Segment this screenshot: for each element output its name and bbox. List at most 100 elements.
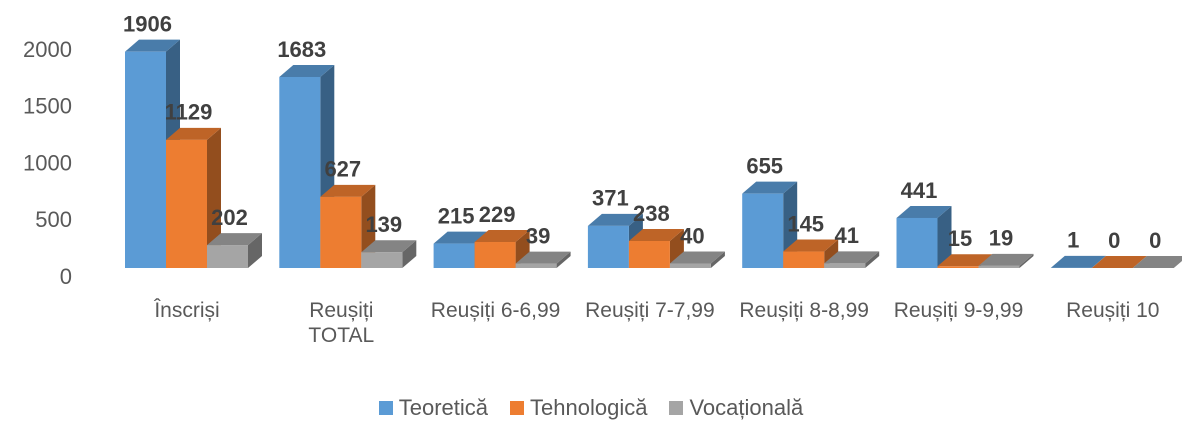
x-tick-label: Reușiți 7-7,99 (585, 299, 715, 322)
bar (783, 239, 839, 268)
bar-front (824, 263, 866, 268)
legend: Teoretică Tehnologică Vocațională (0, 395, 1182, 421)
bar-top (207, 233, 262, 246)
y-tick-label: 500 (35, 207, 72, 232)
bar-top (669, 251, 725, 264)
bar (628, 228, 684, 268)
value-label: 1129 (165, 100, 213, 125)
bar-front (125, 51, 166, 268)
bar-top (742, 181, 798, 194)
y-tick-label: 1000 (23, 150, 72, 175)
value-label: 215 (438, 203, 475, 228)
bar-front (896, 217, 938, 268)
x-tick-label: Reușiți 9-9,99 (893, 299, 1024, 322)
value-label: 15 (948, 226, 972, 251)
legend-swatch (510, 401, 525, 415)
bar-top (361, 240, 417, 253)
legend-label: Tehnologică (530, 395, 648, 420)
value-label: 40 (680, 223, 704, 248)
bar-top (628, 228, 684, 241)
y-tick-label: 0 (60, 264, 72, 289)
bar-front (433, 243, 475, 268)
value-label: 441 (901, 178, 938, 203)
bar-front (361, 252, 403, 268)
bar-top (279, 64, 335, 77)
bar-front (628, 240, 670, 268)
bar-top (1091, 256, 1147, 268)
value-label: 0 (1108, 228, 1120, 253)
bar (742, 181, 798, 268)
bar-front (742, 193, 784, 268)
bar-side (248, 233, 262, 268)
bar (669, 251, 725, 268)
bar-front (474, 242, 516, 268)
bar-top (1132, 256, 1182, 268)
bar-top (515, 251, 571, 264)
bar-front (166, 139, 207, 268)
bar-top (896, 205, 952, 218)
legend-label: Vocațională (689, 395, 804, 420)
bar-top (474, 230, 530, 243)
value-label: 19 (989, 226, 1013, 251)
value-label: 655 (746, 153, 783, 178)
bar-top (433, 231, 489, 244)
bar-top (1050, 255, 1106, 268)
bar-front (937, 266, 979, 268)
legend-item: Tehnologică (510, 395, 647, 421)
x-tick-label: Reușiți 6-6,99 (430, 299, 561, 322)
value-label: 145 (787, 211, 824, 236)
bar (515, 251, 571, 268)
value-label: 0 (1149, 228, 1161, 253)
bar-top (125, 39, 180, 52)
y-tick-label: 1500 (23, 94, 72, 119)
bar-front (978, 265, 1020, 268)
value-label: 229 (479, 202, 516, 227)
bar-side (937, 205, 952, 268)
bar-side (865, 251, 880, 268)
bar (207, 233, 262, 268)
bar-top (166, 127, 221, 140)
bar (166, 127, 221, 269)
bar-front (587, 225, 629, 268)
bar-front (783, 251, 825, 268)
bar-front (320, 196, 362, 268)
x-tick-label: Reușiți 8-8,99 (739, 299, 869, 322)
value-label: 139 (365, 212, 402, 237)
value-label: 238 (633, 201, 670, 226)
bar-top (937, 254, 993, 267)
bar-top (824, 251, 880, 264)
legend-swatch (378, 401, 393, 415)
bar-front (279, 76, 321, 269)
x-tick-label: Reușiți 10 (1066, 299, 1160, 322)
y-tick-label: 2000 (23, 37, 72, 62)
bar (824, 251, 880, 268)
bar-top (783, 239, 839, 252)
bar (1132, 256, 1182, 268)
bar (978, 253, 1034, 268)
legend-item: Teoretică (378, 395, 488, 421)
bar-front (515, 263, 557, 268)
legend-item: Vocațională (669, 395, 803, 421)
bar (361, 240, 417, 268)
bar-side (1019, 253, 1034, 268)
bar-side (556, 251, 571, 268)
legend-swatch (669, 401, 684, 415)
bar (1091, 256, 1147, 268)
x-tick-label: Reușiți TOTAL (308, 299, 375, 347)
bar-top (587, 213, 643, 226)
bar-side (710, 251, 725, 268)
value-label: 1906 (123, 11, 172, 36)
value-label: 1 (1067, 228, 1079, 253)
bar-side (1091, 255, 1106, 268)
value-label: 202 (211, 205, 248, 230)
value-label: 1683 (277, 37, 326, 62)
value-label: 41 (834, 223, 858, 248)
bar-top (978, 253, 1034, 266)
value-label: 627 (324, 157, 361, 182)
bar-top (320, 184, 376, 197)
x-tick-label: Înscriși (154, 299, 220, 322)
bar-side (402, 240, 417, 268)
bar-side (207, 127, 221, 269)
